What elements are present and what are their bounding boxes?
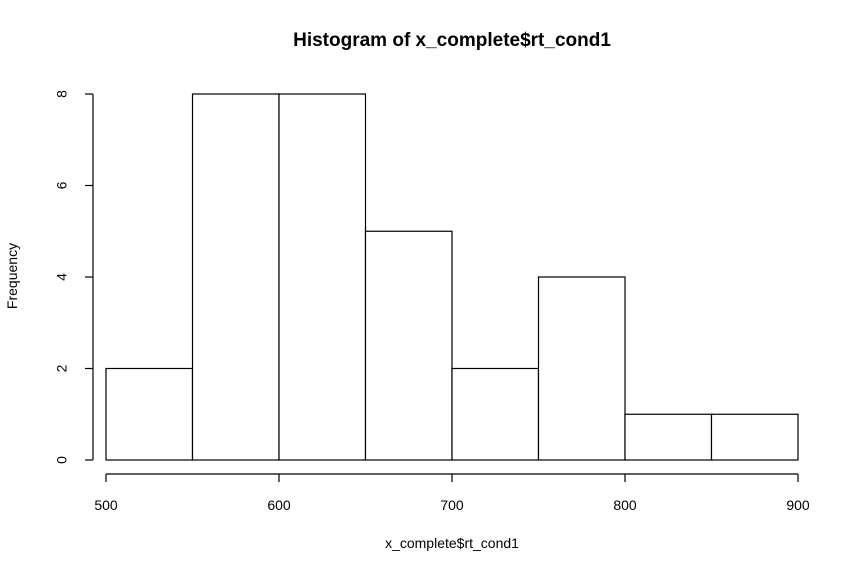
x-axis-label: x_complete$rt_cond1: [385, 535, 519, 551]
histogram-bar-3: [278, 93, 367, 461]
histogram-bar-4: [364, 230, 453, 461]
x-tick-label: 600: [267, 497, 291, 513]
x-ticks-layer: 500 600 700 800 900: [94, 474, 810, 513]
y-tick-label: 4: [54, 273, 70, 281]
x-tick-label: 900: [786, 497, 810, 513]
y-axis-label: Frequency: [4, 243, 20, 309]
bars-layer: [105, 93, 799, 461]
histogram-bar-1: [105, 367, 194, 461]
x-tick-label: 800: [613, 497, 637, 513]
chart-title: Histogram of x_complete$rt_cond1: [293, 30, 611, 51]
histogram-bar-7: [624, 413, 713, 461]
y-tick-label: 2: [54, 364, 70, 372]
histogram-bar-5: [451, 367, 540, 461]
y-ticks-layer: 0 2 4 6 8: [54, 90, 93, 464]
y-tick-label: 0: [54, 456, 70, 464]
histogram-bar-2: [191, 93, 280, 461]
histogram-bar-6: [537, 276, 626, 461]
x-tick-label: 500: [94, 497, 118, 513]
histogram-bar-8: [710, 413, 799, 461]
y-tick-label: 6: [54, 181, 70, 189]
x-tick-label: 700: [440, 497, 464, 513]
y-tick-label: 8: [54, 90, 70, 98]
